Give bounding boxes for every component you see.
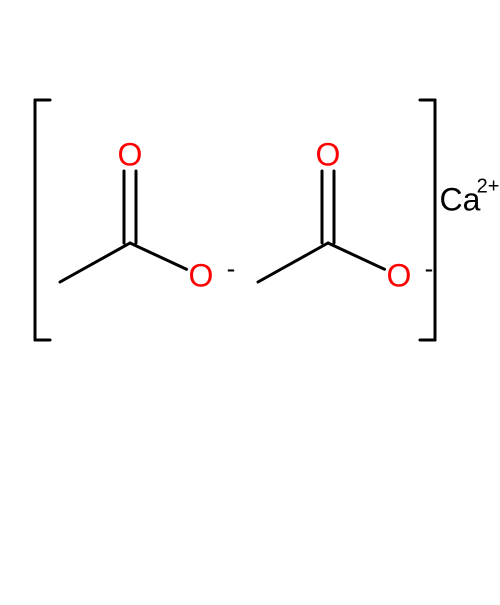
chemical-structure-diagram: O O - O O - Ca 2+ xyxy=(0,0,500,600)
negative-charge: - xyxy=(425,254,434,285)
oxygen-atom-label: O xyxy=(189,258,214,295)
calcium-cation-label: Ca xyxy=(440,182,481,219)
structure-svg xyxy=(0,0,500,600)
negative-charge: - xyxy=(227,254,236,285)
oxygen-atom-label: O xyxy=(316,137,341,174)
oxygen-atom-label: O xyxy=(118,137,143,174)
oxygen-atom-label: O xyxy=(387,258,412,295)
cation-charge: 2+ xyxy=(477,176,500,199)
